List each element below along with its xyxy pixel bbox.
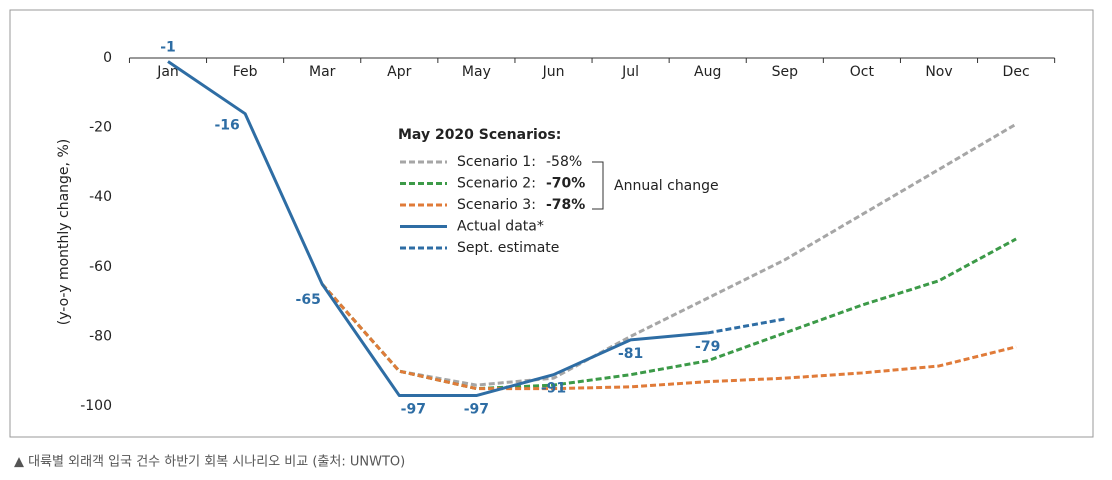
x-tick-label: Dec xyxy=(1003,64,1030,80)
x-tick-label: Jan xyxy=(156,64,179,80)
x-tick-label: Aug xyxy=(694,64,721,80)
x-tick-label: Feb xyxy=(233,64,258,80)
data-label: -97 xyxy=(401,402,426,418)
series-line xyxy=(321,122,1017,387)
series-line xyxy=(167,60,708,398)
legend-title: May 2020 Scenarios: xyxy=(398,127,561,143)
y-tick-label: -80 xyxy=(89,328,112,344)
x-tick-label: Nov xyxy=(925,64,952,80)
legend-label: Scenario 2: xyxy=(457,176,536,192)
x-tick-label: Oct xyxy=(850,64,875,80)
data-label: -65 xyxy=(296,292,321,308)
data-label: -91 xyxy=(541,381,566,397)
y-tick-label: -100 xyxy=(80,398,112,414)
x-tick-label: Jun xyxy=(542,64,565,80)
legend-label: Sept. estimate xyxy=(457,240,559,256)
y-tick-label: -20 xyxy=(89,120,112,136)
data-label: -81 xyxy=(618,346,643,362)
chart-frame xyxy=(9,9,1094,438)
data-label: -16 xyxy=(214,118,239,134)
x-tick-label: Jul xyxy=(621,64,639,80)
data-label: -79 xyxy=(695,339,720,355)
legend-annual-change: -78% xyxy=(546,197,585,213)
legend-annual-change: -70% xyxy=(546,176,585,192)
data-label: -97 xyxy=(464,402,489,418)
legend-bracket xyxy=(592,161,604,210)
y-axis-label: (y-o-y monthly change, %) xyxy=(56,139,72,325)
series-line xyxy=(707,317,786,335)
y-tick-label: 0 xyxy=(103,50,112,66)
y-tick-label: -40 xyxy=(89,189,112,205)
legend-annual-change: -58% xyxy=(546,154,582,170)
series-line xyxy=(321,283,1017,391)
x-tick-label: May xyxy=(462,64,491,80)
x-tick-label: Sep xyxy=(772,64,799,80)
annual-change-label: Annual change xyxy=(614,178,719,194)
y-tick-label: -60 xyxy=(89,259,112,275)
data-label: -1 xyxy=(160,39,176,55)
legend-label: Scenario 1: xyxy=(457,154,536,170)
series-line xyxy=(321,237,1017,391)
legend-label: Actual data* xyxy=(457,219,544,235)
legend-label: Scenario 3: xyxy=(457,197,536,213)
x-tick-label: Mar xyxy=(309,64,336,80)
x-tick-label: Apr xyxy=(387,64,411,80)
caption: ▲ 대륙별 외래객 입국 건수 하반기 회복 시나리오 비교 (출처: UNWT… xyxy=(14,455,405,470)
